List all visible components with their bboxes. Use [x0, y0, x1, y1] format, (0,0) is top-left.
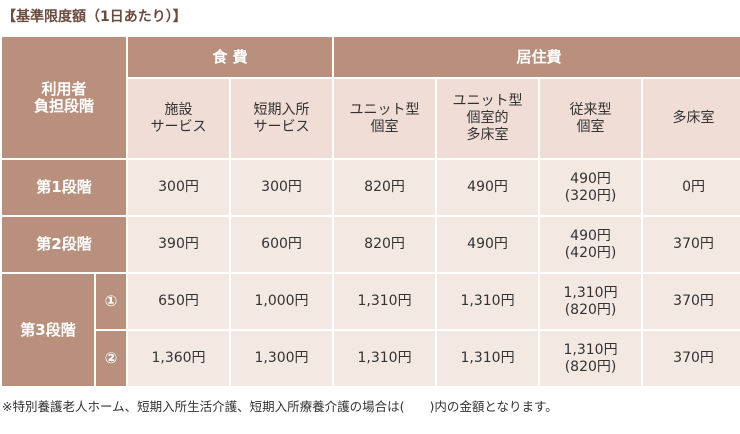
cell-value: 490円	[437, 217, 539, 272]
cell-value: 1,300円	[231, 331, 333, 386]
cell-value: 1,360円	[128, 331, 230, 386]
subheader-unit-semi-private: ユニット型 個室的 多床室	[437, 79, 539, 158]
cell-value: 390円	[128, 217, 230, 272]
row-label-stage3: 第3段階	[2, 274, 94, 386]
header-food: 食 費	[128, 37, 333, 77]
cell-value: 600円	[231, 217, 333, 272]
cell-value: 1,310円	[437, 274, 539, 329]
stage3-mark-1: ①	[96, 274, 127, 329]
cell-value: 300円	[231, 160, 333, 215]
subheader-unit-private: ユニット型 個室	[334, 79, 436, 158]
table-row: 第2段階 390円 600円 820円 490円 490円 (420円) 370…	[2, 217, 740, 272]
cell-value: 300円	[128, 160, 230, 215]
subheader-short-stay: 短期入所 サービス	[231, 79, 333, 158]
table-title: 【基準限度額（1日あたり）】	[2, 9, 187, 25]
cell-value: 0円	[643, 160, 740, 215]
subheader-multi-bed: 多床室	[643, 79, 740, 158]
cell-value: 490円 (320円)	[540, 160, 642, 215]
cell-value: 820円	[334, 217, 436, 272]
cell-value: 650円	[128, 274, 230, 329]
cell-value: 1,310円	[334, 331, 436, 386]
cell-value: 1,310円	[334, 274, 436, 329]
header-user-stage: 利用者 負担段階	[2, 37, 127, 158]
cell-value: 370円	[643, 217, 740, 272]
subheader-facility: 施設 サービス	[128, 79, 230, 158]
table-row: 第1段階 300円 300円 820円 490円 490円 (320円) 0円	[2, 160, 740, 215]
header-residence: 居住費	[334, 37, 740, 77]
header-user-stage-label: 利用者 負担段階	[34, 79, 95, 115]
table-row: 第3段階 ① 650円 1,000円 1,310円 1,310円 1,310円 …	[2, 274, 740, 386]
cell-value: 1,310円 (820円)	[540, 331, 642, 386]
limit-amount-table: 利用者 負担段階 食 費 居住費 施設 サービス 短期入所 サービス ユニット型…	[0, 35, 740, 388]
cell-value: 370円	[643, 331, 740, 386]
cell-value: 1,310円	[437, 331, 539, 386]
table-row: ② 1,360円 1,300円 1,310円 1,310円 1,310円 (82…	[2, 331, 740, 386]
cell-value: 1,310円 (820円)	[540, 274, 642, 329]
cell-value: 490円	[437, 160, 539, 215]
row-label-stage2: 第2段階	[2, 217, 127, 272]
cell-value: 370円	[643, 274, 740, 329]
cell-value: 490円 (420円)	[540, 217, 642, 272]
subheader-conventional-private: 従来型 個室	[540, 79, 642, 158]
cell-value: 820円	[334, 160, 436, 215]
cell-value: 1,000円	[231, 274, 333, 329]
stage3-mark-2: ②	[96, 331, 127, 386]
row-label-stage1: 第1段階	[2, 160, 127, 215]
footnote: ※特別養護老人ホーム、短期入所生活介護、短期入所療養介護の場合は( )内の金額と…	[2, 399, 558, 414]
